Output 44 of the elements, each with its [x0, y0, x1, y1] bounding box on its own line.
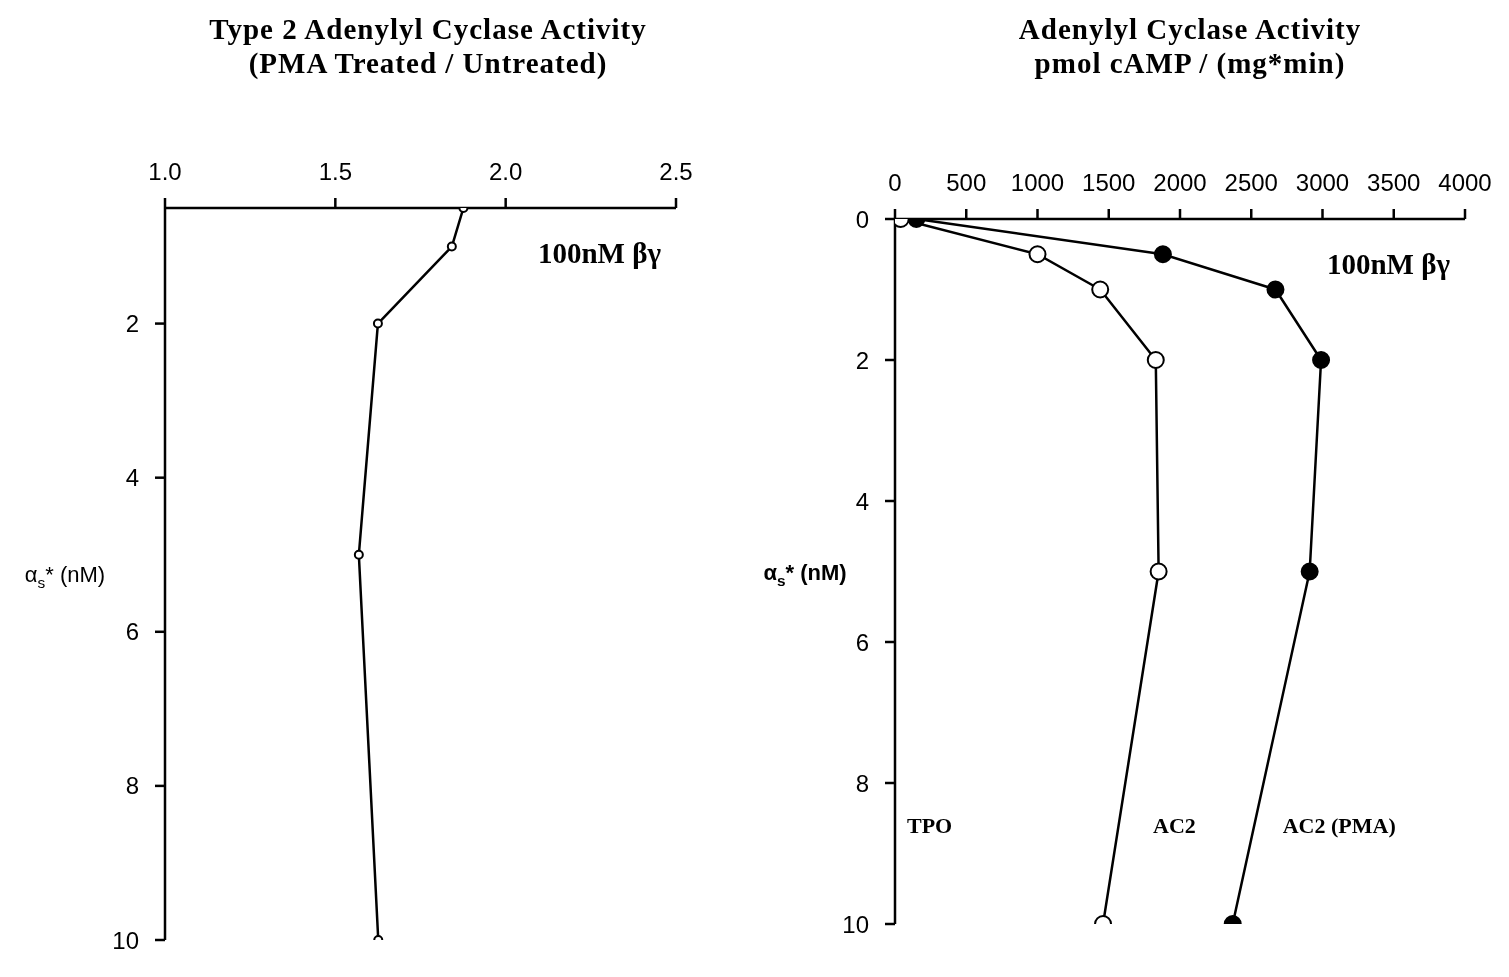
y-tick-label: 6 — [125, 618, 139, 646]
x-tick-label: 500 — [946, 169, 987, 196]
point — [446, 241, 457, 252]
point — [1300, 562, 1319, 581]
x-tick-label: 2000 — [1153, 169, 1207, 196]
point — [1266, 280, 1285, 299]
point — [1028, 245, 1047, 264]
y-tick-label: 8 — [125, 772, 139, 800]
x-tick-label: 3000 — [1295, 169, 1350, 196]
x-tick-label: 1000 — [1010, 169, 1065, 196]
chart-title: Adenylyl Cyclase Activity pmol cAMP / (mg*min) — [1017, 12, 1363, 80]
point — [372, 318, 383, 329]
y-tick-label: 10 — [842, 910, 869, 938]
point — [1312, 351, 1331, 369]
annotation: 100nM βγ — [1326, 248, 1451, 280]
y-axis-title: α$_{s}$* (nM) — [763, 559, 847, 589]
x-tick-label: 1.5 — [318, 158, 353, 185]
series-label: AC2 — [1153, 812, 1196, 838]
x-tick-label: 2.0 — [488, 158, 523, 185]
chart-title: Type 2 Adenylyl Cyclase Activity (PMA Treated / Untreated) — [208, 12, 648, 80]
x-tick-label: 4000 — [1438, 169, 1492, 196]
annotation: TPO — [907, 812, 953, 838]
y-tick-label: 4 — [855, 487, 869, 515]
y-tick-label: 2 — [855, 346, 869, 374]
x-tick-label: 1500 — [1082, 169, 1136, 196]
y-tick-label: 4 — [125, 464, 139, 492]
y-tick-label: 6 — [855, 628, 869, 656]
x-tick-label: 1.0 — [148, 158, 182, 185]
x-tick-label: 0 — [888, 169, 902, 196]
series-label: AC2 (PMA) — [1282, 812, 1396, 838]
x-tick-label: 2.5 — [659, 158, 693, 185]
point — [1146, 351, 1165, 369]
y-tick-label: 2 — [125, 310, 139, 338]
annotation: 100nM βγ — [537, 237, 662, 269]
point — [1149, 562, 1168, 581]
point — [1153, 245, 1172, 264]
x-tick-label: 2500 — [1224, 169, 1278, 196]
point — [353, 549, 364, 560]
y-tick-label: 10 — [112, 926, 139, 954]
y-tick-label: 0 — [855, 205, 869, 233]
y-axis-title: α$_{s}$* (nM) — [24, 561, 106, 591]
y-tick-label: 8 — [855, 769, 869, 797]
point — [1091, 280, 1110, 299]
x-tick-label: 3500 — [1367, 169, 1421, 196]
